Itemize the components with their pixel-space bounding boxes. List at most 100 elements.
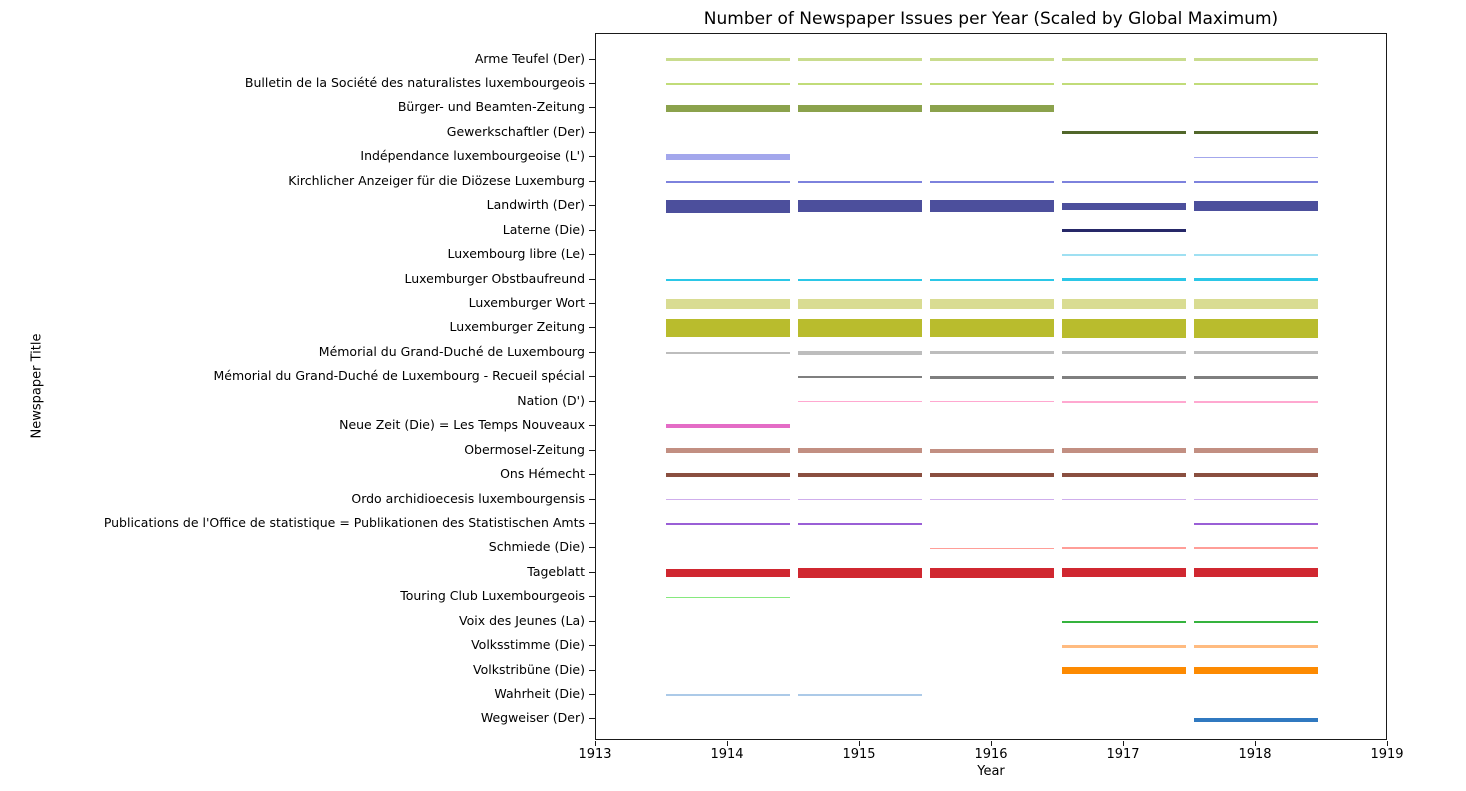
y-tick xyxy=(589,400,595,402)
issue-segment xyxy=(1194,201,1319,212)
y-tick xyxy=(589,376,595,378)
y-tick xyxy=(589,327,595,329)
issue-segment xyxy=(930,58,1055,61)
issue-segment xyxy=(930,568,1055,578)
issue-segment xyxy=(798,567,923,578)
issue-segment xyxy=(666,154,791,161)
issue-segment xyxy=(930,200,1055,213)
y-tick-label: Luxembourg libre (Le) xyxy=(447,246,585,262)
issue-segment xyxy=(1062,202,1187,210)
issue-segment xyxy=(798,498,923,501)
issue-segment xyxy=(1194,644,1319,648)
issue-segment xyxy=(666,694,791,696)
issue-segment xyxy=(666,448,791,454)
issue-segment xyxy=(1062,644,1187,648)
y-tick-label: Volkstribüne (Die) xyxy=(473,661,585,677)
issue-segment xyxy=(1062,278,1187,281)
issue-segment xyxy=(666,473,791,477)
x-tick-label: 1917 xyxy=(1106,747,1140,762)
x-tick xyxy=(727,741,728,746)
issue-segment xyxy=(666,498,791,501)
y-tick-label: Nation (D') xyxy=(517,392,585,408)
y-tick xyxy=(589,254,595,256)
y-tick-label: Landwirth (Der) xyxy=(486,197,585,213)
issue-segment xyxy=(798,401,923,403)
issue-segment xyxy=(1062,254,1187,256)
y-tick xyxy=(589,83,595,85)
x-tick xyxy=(1387,741,1388,746)
issue-segment xyxy=(930,473,1055,477)
x-tick-label: 1918 xyxy=(1238,747,1272,762)
issue-segment xyxy=(1062,351,1187,355)
issue-segment xyxy=(930,319,1055,338)
y-tick xyxy=(589,156,595,158)
issue-segment xyxy=(930,299,1055,309)
y-tick-label: Wegweiser (Der) xyxy=(480,710,585,726)
issue-segment xyxy=(1194,568,1319,578)
issue-segment xyxy=(798,58,923,61)
y-tick-label: Voix des Jeunes (La) xyxy=(459,612,585,628)
issue-segment xyxy=(1062,620,1187,623)
issue-segment xyxy=(1062,131,1187,135)
y-tick-label: Tageblatt xyxy=(527,563,585,579)
x-tick xyxy=(1123,741,1124,746)
x-tick-label: 1914 xyxy=(710,747,744,762)
issue-segment xyxy=(798,299,923,309)
issue-segment xyxy=(1062,299,1187,309)
issue-segment xyxy=(1062,498,1187,501)
y-tick-label: Publications de l'Office de statistique … xyxy=(103,514,585,530)
issue-segment xyxy=(1062,568,1187,578)
issue-segment xyxy=(1194,667,1319,674)
issue-segment xyxy=(1194,180,1319,183)
y-tick xyxy=(589,205,595,207)
chart-title: Number of Newspaper Issues per Year (Sca… xyxy=(703,9,1279,29)
issue-segment xyxy=(798,473,923,477)
y-tick-label: Schmiede (Die) xyxy=(488,539,585,555)
x-tick-label: 1913 xyxy=(578,747,612,762)
y-tick-label: Mémorial du Grand-Duché de Luxembourg - … xyxy=(213,368,585,384)
issue-segment xyxy=(930,278,1055,281)
issue-segment xyxy=(1062,229,1187,233)
y-tick-label: Bürger- und Beamten-Zeitung xyxy=(397,99,585,115)
y-tick-label: Mémorial du Grand-Duché de Luxembourg xyxy=(318,343,585,359)
y-tick-label: Luxemburger Zeitung xyxy=(449,319,585,335)
issue-segment xyxy=(666,522,791,526)
plot-area xyxy=(595,33,1387,740)
issue-segment xyxy=(1062,448,1187,453)
issue-segment xyxy=(666,351,791,355)
y-tick-label: Touring Club Luxembourgeois xyxy=(400,588,585,604)
issue-segment xyxy=(1062,667,1187,674)
issue-segment xyxy=(798,319,923,338)
x-tick xyxy=(991,741,992,746)
issue-segment xyxy=(666,83,791,85)
x-tick xyxy=(1255,741,1256,746)
issue-segment xyxy=(930,83,1055,85)
issue-segment xyxy=(798,180,923,183)
issue-segment xyxy=(1194,131,1319,135)
issue-segment xyxy=(1062,376,1187,379)
y-tick-label: Ordo archidioecesis luxembourgensis xyxy=(351,490,585,506)
y-tick-label: Obermosel-Zeitung xyxy=(464,441,585,457)
y-tick xyxy=(589,425,595,427)
issue-segment xyxy=(1062,319,1187,338)
issue-segment xyxy=(930,448,1055,453)
issue-segment xyxy=(930,401,1055,403)
y-tick-label: Indépendance luxembourgeoise (L') xyxy=(360,148,585,164)
y-tick xyxy=(589,58,595,60)
y-tick xyxy=(589,229,595,231)
issue-segment xyxy=(798,278,923,281)
issue-segment xyxy=(930,105,1055,112)
issue-segment xyxy=(666,58,791,61)
issue-segment xyxy=(798,694,923,696)
issue-segment xyxy=(1194,156,1319,159)
x-axis-label: Year xyxy=(977,764,1005,779)
issue-segment xyxy=(1194,522,1319,526)
y-tick xyxy=(589,180,595,182)
issue-segment xyxy=(1062,83,1187,85)
issue-segment xyxy=(930,547,1055,550)
issue-segment xyxy=(798,83,923,85)
issue-segment xyxy=(1062,58,1187,61)
issue-segment xyxy=(1194,351,1319,355)
y-tick xyxy=(589,596,595,598)
x-tick xyxy=(595,741,596,746)
